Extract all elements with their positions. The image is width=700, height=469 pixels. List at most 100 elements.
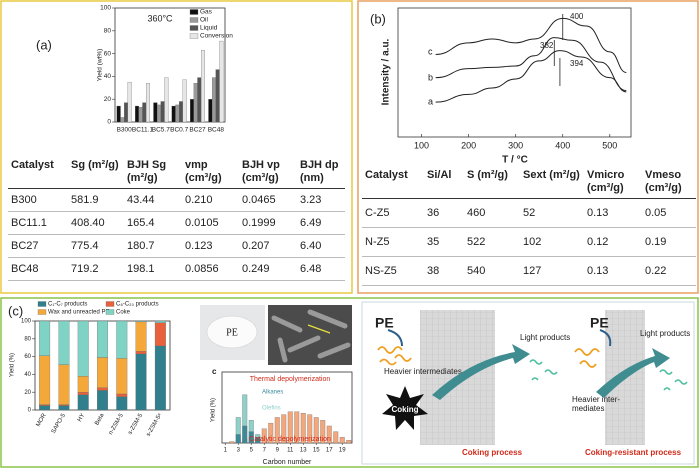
table-cell: Vmeso (cm³/g) xyxy=(645,169,682,194)
bar xyxy=(97,390,108,411)
x-tick-label: 17 xyxy=(326,448,333,454)
table-cell: BJH dp (nm) xyxy=(300,159,339,184)
x-tick-label: BC27 xyxy=(189,127,206,134)
table-cell: 6.40 xyxy=(300,240,322,252)
bar xyxy=(215,69,220,123)
x-tick-label: BC48 xyxy=(208,127,225,134)
y-tick-label: 40 xyxy=(104,73,112,80)
table-cell: 540 xyxy=(467,265,486,277)
x-tick-label: s-ZSM-5ᵃ xyxy=(146,412,164,438)
y-tick-label: 60 xyxy=(24,354,31,360)
caption: Coking process xyxy=(462,448,523,457)
table-cell: BJH Sg (m²/g) xyxy=(127,159,167,184)
table-cell: 0.249 xyxy=(242,263,270,275)
panel-label: (c) xyxy=(8,303,23,318)
bar xyxy=(116,396,128,411)
table-cell: 408.40 xyxy=(71,217,105,229)
x-tick-label: n-ZSM-5 xyxy=(108,412,125,436)
table-cell: C-Z5 xyxy=(365,207,390,219)
bar xyxy=(135,105,139,123)
table-cell: 719.2 xyxy=(71,263,99,275)
legend-label: Conversion xyxy=(200,33,233,40)
bar xyxy=(135,353,147,411)
polymer-chains xyxy=(377,346,412,366)
table-cell: Catalyst xyxy=(11,159,54,171)
bar xyxy=(124,102,128,123)
y-tick-label: 20 xyxy=(104,96,112,103)
panel-label: (b) xyxy=(370,11,386,26)
table-cell: 127 xyxy=(523,265,542,277)
bar xyxy=(320,420,326,444)
panel-a-border xyxy=(0,0,353,294)
bar xyxy=(208,99,213,123)
label: Heavier intermediates xyxy=(384,367,462,376)
label: mediates xyxy=(572,404,604,413)
arrow xyxy=(596,348,670,398)
bar xyxy=(153,102,158,123)
bar xyxy=(138,107,143,123)
table-row: BC27 775.4 180.7 0.123 0.207 6.40 xyxy=(8,235,345,258)
y-tick-label: 80 xyxy=(104,28,112,35)
y-axis-label: Yield (%) xyxy=(10,353,16,377)
x-tick-label: 19 xyxy=(339,448,346,454)
x-tick-label: 15 xyxy=(313,448,320,454)
bar xyxy=(229,441,235,444)
table-cell: 0.19 xyxy=(645,236,667,248)
line xyxy=(435,17,627,73)
legend-label: Gas xyxy=(200,9,213,16)
x-tick-label: 3 xyxy=(237,448,241,454)
panel-label: c xyxy=(212,367,217,376)
legend-label: C₈-C₂₀ products xyxy=(116,302,159,308)
table: Catalyst Si/Al S (m²/g) Sext (m²/g) Vmicro (… xyxy=(362,166,696,286)
table-cell: BJH vp (cm³/g) xyxy=(242,159,280,184)
table-cell: 0.22 xyxy=(645,265,667,277)
bar xyxy=(58,405,70,411)
bar xyxy=(160,101,165,123)
bar xyxy=(39,405,51,411)
arrow xyxy=(432,344,530,400)
label: Heavier inter- xyxy=(572,395,620,404)
table-cell: BC11.1 xyxy=(11,217,47,229)
table-cell: 775.4 xyxy=(71,240,99,252)
bar xyxy=(248,431,254,444)
table-cell: 0.0105 xyxy=(185,217,219,229)
y-tick-label: 80 xyxy=(24,336,31,342)
bar xyxy=(97,320,108,358)
bar xyxy=(116,320,128,359)
table-cell: 6.48 xyxy=(300,263,322,275)
bar xyxy=(287,411,293,444)
bar xyxy=(346,440,352,444)
table-cell: 43.44 xyxy=(127,194,155,206)
x-tick-label: B300 xyxy=(117,127,133,134)
bar xyxy=(281,414,287,444)
series-label: a xyxy=(428,96,433,106)
x-tick-label: BC0.7 xyxy=(170,127,188,134)
bar xyxy=(242,425,248,444)
y-tick-label: 60 xyxy=(104,50,112,57)
peak-label: 394 xyxy=(570,59,584,68)
table-cell: 0.13 xyxy=(587,265,609,277)
x-tick-label: HY xyxy=(77,413,86,423)
legend-label: Oil xyxy=(200,17,209,24)
sem-crystals xyxy=(271,309,351,363)
bar xyxy=(77,394,89,411)
light-products xyxy=(529,359,558,381)
x-tick-label: BC5.7 xyxy=(152,127,170,134)
bar xyxy=(154,345,166,411)
table-cell: 6.49 xyxy=(300,217,322,229)
legend-label: Coke xyxy=(116,310,131,316)
y-tick-label: 100 xyxy=(21,319,32,325)
bar xyxy=(307,414,313,444)
x-tick-label: s-ZSM-5 xyxy=(127,412,144,435)
table-cell: 180.7 xyxy=(127,240,155,252)
bar xyxy=(255,437,261,444)
legend-swatch xyxy=(189,33,199,39)
table-cell: 0.0465 xyxy=(242,194,276,206)
table-cell: 0.207 xyxy=(242,240,270,252)
line xyxy=(435,37,627,92)
x-tick-label: BC11.1 xyxy=(132,127,154,134)
plot-frame xyxy=(397,7,632,138)
bar xyxy=(212,77,216,123)
annotation: Catalytic depolymerization xyxy=(249,436,331,443)
